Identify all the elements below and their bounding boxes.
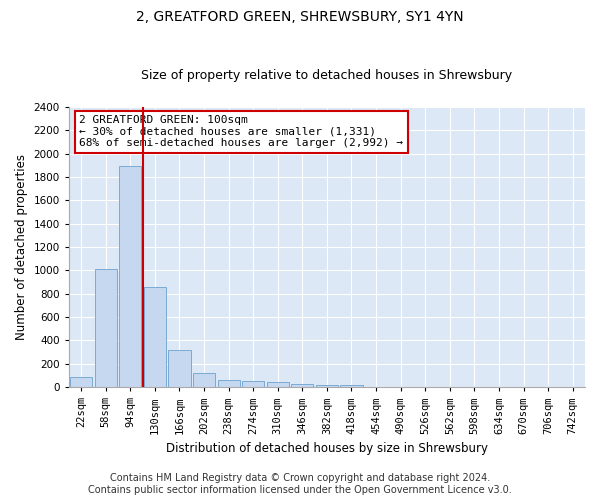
- Text: Contains HM Land Registry data © Crown copyright and database right 2024.
Contai: Contains HM Land Registry data © Crown c…: [88, 474, 512, 495]
- Bar: [144, 286, 166, 387]
- Bar: [316, 385, 338, 387]
- Title: Size of property relative to detached houses in Shrewsbury: Size of property relative to detached ho…: [142, 69, 512, 82]
- Text: 2, GREATFORD GREEN, SHREWSBURY, SY1 4YN: 2, GREATFORD GREEN, SHREWSBURY, SY1 4YN: [136, 10, 464, 24]
- X-axis label: Distribution of detached houses by size in Shrewsbury: Distribution of detached houses by size …: [166, 442, 488, 455]
- Y-axis label: Number of detached properties: Number of detached properties: [15, 154, 28, 340]
- Bar: [169, 350, 191, 387]
- Text: 2 GREATFORD GREEN: 100sqm
← 30% of detached houses are smaller (1,331)
68% of se: 2 GREATFORD GREEN: 100sqm ← 30% of detac…: [79, 115, 403, 148]
- Bar: [218, 380, 239, 387]
- Bar: [70, 376, 92, 387]
- Bar: [193, 373, 215, 387]
- Bar: [340, 385, 362, 387]
- Bar: [95, 269, 117, 387]
- Bar: [266, 382, 289, 387]
- Bar: [119, 166, 142, 387]
- Bar: [242, 380, 264, 387]
- Bar: [291, 384, 313, 387]
